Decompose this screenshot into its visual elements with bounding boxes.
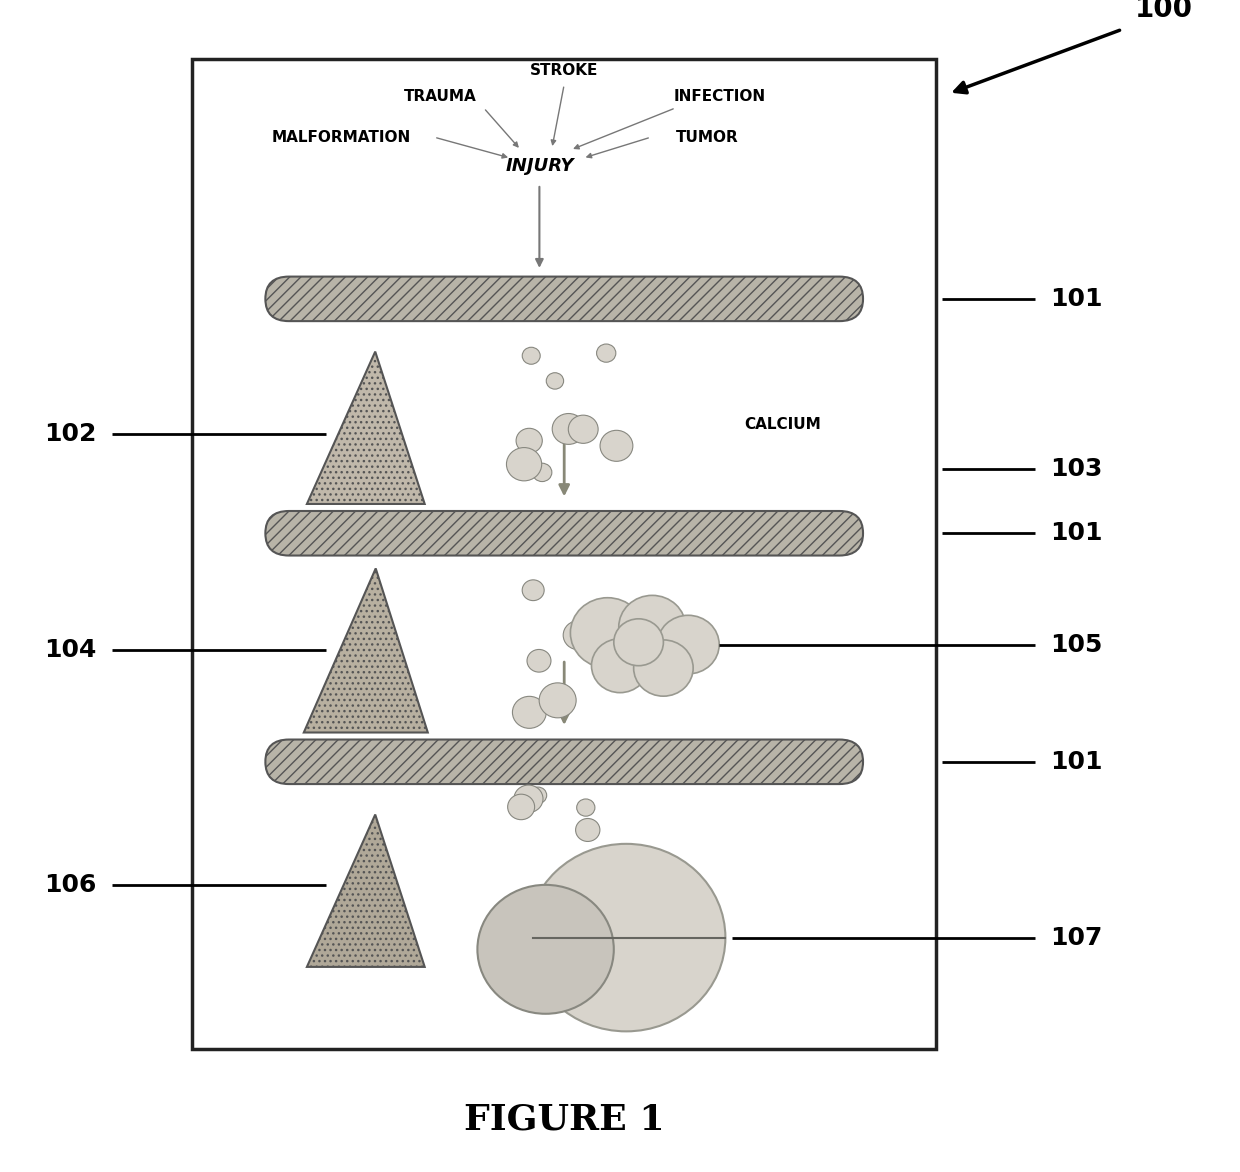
Circle shape xyxy=(563,621,594,649)
Text: TUMOR: TUMOR xyxy=(676,130,738,144)
Circle shape xyxy=(596,345,616,362)
Circle shape xyxy=(512,696,547,728)
Text: 106: 106 xyxy=(45,873,97,897)
Bar xyxy=(192,59,936,1049)
Polygon shape xyxy=(304,568,428,732)
Circle shape xyxy=(591,639,649,693)
Circle shape xyxy=(532,463,552,482)
Text: FIGURE 1: FIGURE 1 xyxy=(464,1102,665,1137)
Circle shape xyxy=(522,580,544,600)
Circle shape xyxy=(595,635,626,665)
Circle shape xyxy=(614,619,663,666)
Circle shape xyxy=(600,430,632,462)
Circle shape xyxy=(522,347,541,364)
FancyBboxPatch shape xyxy=(265,511,863,556)
Text: 101: 101 xyxy=(1050,750,1102,774)
Text: STROKE: STROKE xyxy=(529,63,599,77)
Circle shape xyxy=(634,640,693,696)
Circle shape xyxy=(568,415,598,443)
Text: 107: 107 xyxy=(1050,926,1102,949)
Text: 101: 101 xyxy=(1050,287,1102,311)
Circle shape xyxy=(539,683,577,717)
Circle shape xyxy=(575,818,600,841)
Text: 102: 102 xyxy=(45,422,97,445)
Text: 104: 104 xyxy=(45,639,97,662)
Circle shape xyxy=(506,448,542,481)
Polygon shape xyxy=(306,815,424,967)
Circle shape xyxy=(507,795,534,819)
Circle shape xyxy=(529,788,547,804)
Text: 103: 103 xyxy=(1050,457,1102,481)
Text: MALFORMATION: MALFORMATION xyxy=(272,130,410,144)
Text: 101: 101 xyxy=(1050,522,1102,545)
Text: CALCIUM: CALCIUM xyxy=(744,417,821,431)
FancyBboxPatch shape xyxy=(265,740,863,784)
Circle shape xyxy=(547,373,564,389)
Polygon shape xyxy=(306,352,424,504)
Circle shape xyxy=(527,844,725,1031)
Circle shape xyxy=(582,633,606,656)
Circle shape xyxy=(619,595,686,659)
FancyBboxPatch shape xyxy=(265,277,863,321)
Circle shape xyxy=(477,885,614,1014)
Text: 100: 100 xyxy=(1135,0,1193,23)
Circle shape xyxy=(513,785,543,812)
Circle shape xyxy=(657,615,719,674)
Circle shape xyxy=(577,799,595,816)
Text: INFECTION: INFECTION xyxy=(673,89,765,103)
Circle shape xyxy=(570,598,645,668)
Circle shape xyxy=(527,649,551,672)
Text: INJURY: INJURY xyxy=(505,157,574,176)
Circle shape xyxy=(516,428,542,454)
Circle shape xyxy=(552,414,585,444)
Text: 105: 105 xyxy=(1050,633,1102,656)
Text: TRAUMA: TRAUMA xyxy=(404,89,476,103)
